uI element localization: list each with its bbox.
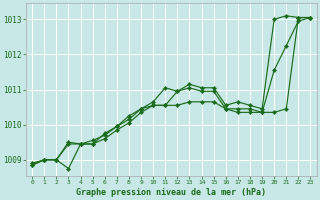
X-axis label: Graphe pression niveau de la mer (hPa): Graphe pression niveau de la mer (hPa) [76, 188, 266, 197]
